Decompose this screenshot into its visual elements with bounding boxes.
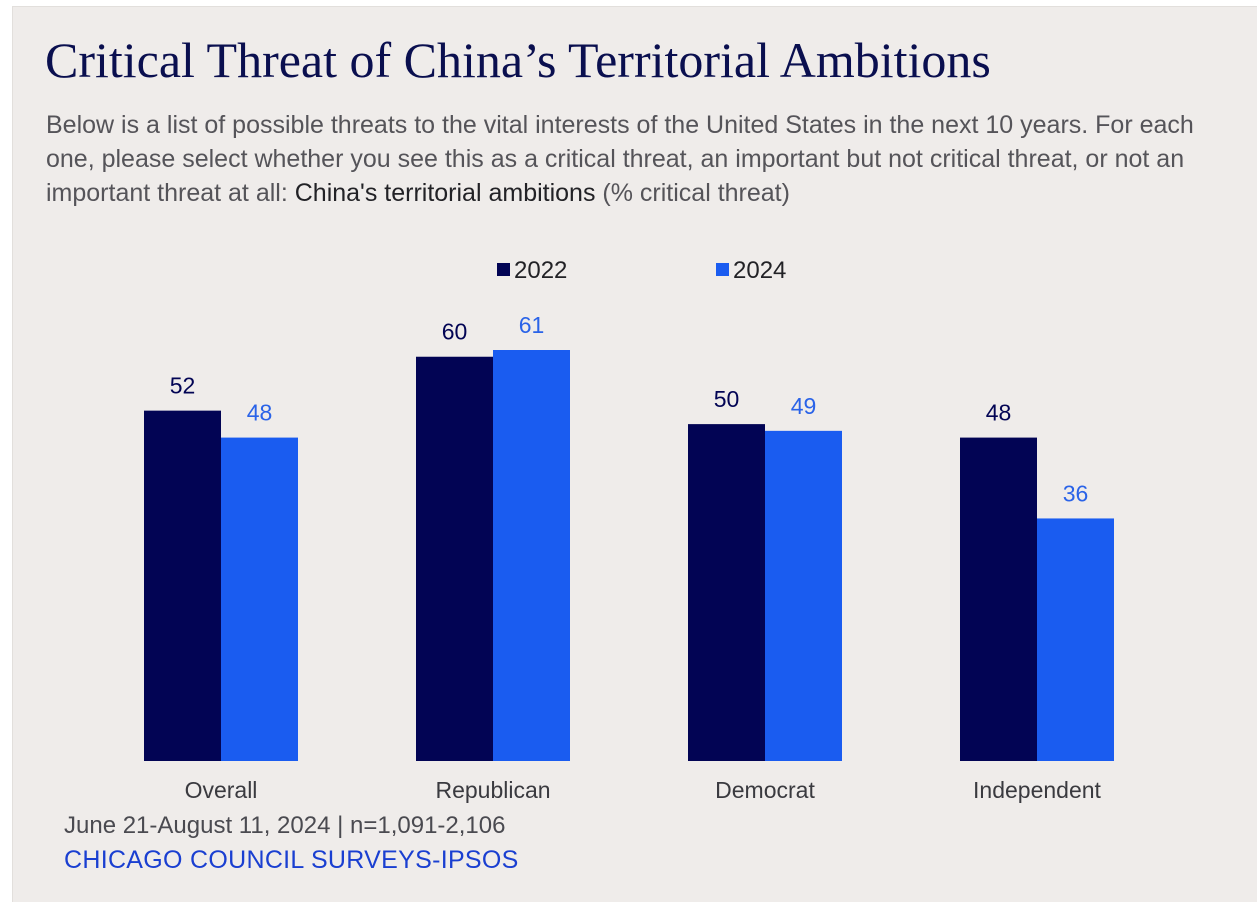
data-label-2022-overall: 52 (170, 373, 196, 399)
bar-2024-republican (493, 350, 570, 761)
chart-title: Critical Threat of China’s Territorial A… (45, 32, 991, 88)
legend-swatch-2022 (497, 263, 510, 276)
bar-2024-independent (1037, 518, 1114, 761)
category-label-republican: Republican (435, 777, 550, 803)
bar-2024-democrat (765, 430, 842, 761)
data-label-2022-republican: 60 (442, 319, 468, 345)
bar-2022-democrat (688, 424, 765, 761)
bar-2024-overall (221, 437, 298, 761)
subtitle-lead: Below is a list of possible threats to t… (46, 111, 1194, 207)
data-label-2024-independent: 36 (1063, 480, 1089, 506)
survey-dates: June 21-August 11, 2024 | n=1,091-2,106 (64, 812, 506, 839)
legend-swatch-2024 (716, 263, 729, 276)
legend-label-2024: 2024 (733, 257, 786, 284)
category-label-independent: Independent (973, 777, 1102, 803)
data-label-2024-republican: 61 (519, 312, 545, 338)
data-label-2024-overall: 48 (247, 400, 273, 426)
bar-2022-overall (144, 410, 221, 761)
legend-label-2022: 2022 (514, 257, 567, 284)
subtitle-emphasis: China's territorial ambitions (294, 179, 596, 207)
bar-2022-independent (960, 437, 1037, 761)
bar-2022-republican (416, 356, 493, 761)
data-label-2022-independent: 48 (986, 400, 1012, 426)
chart-subtitle: Below is a list of possible threats to t… (46, 108, 1196, 210)
data-label-2022-democrat: 50 (714, 386, 740, 412)
subtitle-tail: (% critical threat) (595, 179, 790, 207)
survey-source: CHICAGO COUNCIL SURVEYS-IPSOS (64, 846, 519, 874)
category-label-overall: Overall (185, 777, 258, 803)
data-label-2024-democrat: 49 (791, 393, 817, 419)
category-label-democrat: Democrat (715, 777, 815, 803)
